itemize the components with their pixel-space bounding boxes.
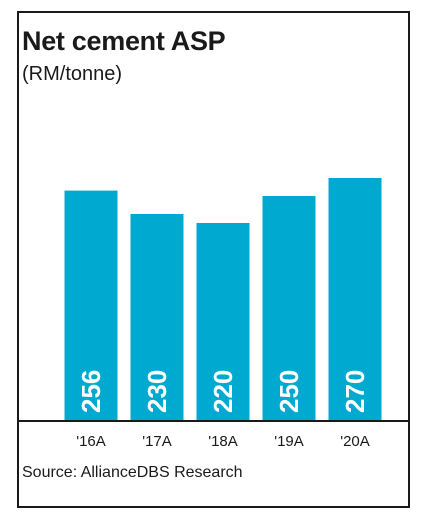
bar-1 (130, 214, 184, 421)
bar-3 (262, 196, 316, 421)
bar-4 (328, 178, 382, 421)
x-tick-label-0: '16A (76, 433, 106, 450)
x-tick-label-1: '17A (142, 433, 172, 450)
bar-value-label-4: 270 (340, 370, 370, 413)
x-tick-label-3: '19A (274, 433, 304, 450)
bar-0 (64, 190, 118, 421)
chart-subtitle: (RM/tonne) (22, 63, 123, 85)
bar-value-label-0: 256 (76, 370, 106, 413)
source-note: Source: AllianceDBS Research (22, 464, 243, 481)
chart-title: Net cement ASP (22, 26, 226, 56)
bar-value-label-3: 250 (274, 370, 304, 413)
bar-value-label-1: 230 (142, 370, 172, 413)
bar-value-label-2: 220 (208, 370, 238, 413)
bar-2 (196, 223, 250, 421)
x-tick-label-2: '18A (208, 433, 238, 450)
x-tick-label-4: '20A (340, 433, 370, 450)
